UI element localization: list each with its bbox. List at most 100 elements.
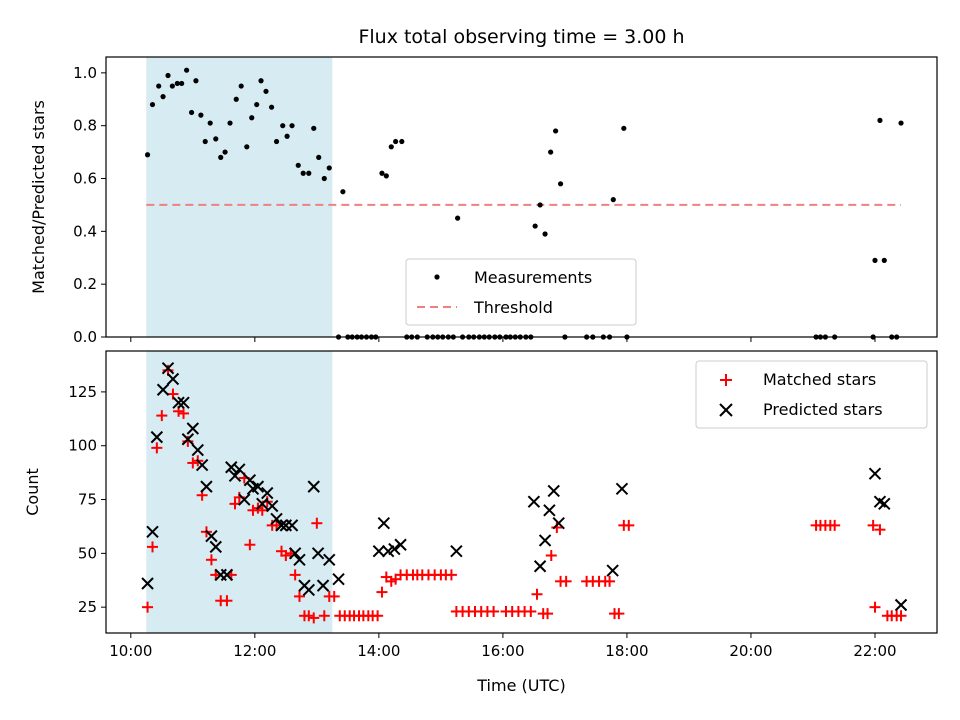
measurement-point [258,78,264,84]
measurement-point [542,231,548,237]
legend-label-matched: Matched stars [763,370,876,389]
measurement-point [273,138,280,145]
predicted-star-point [388,542,401,556]
measurement-point [316,154,322,160]
predicted-star-point [225,461,238,474]
predicted-star-point [302,583,315,597]
top-plot-frame [105,56,938,338]
top-x-ticks [130,337,876,342]
x-axis-label: Time (UTC) [476,676,565,695]
predicted-star-point [316,579,330,592]
predicted-star-point [209,540,222,554]
bottom-legend-box [695,360,928,429]
matched-star-point [293,590,305,602]
predicted-star-point [538,534,552,547]
measurement-point [227,120,233,126]
measurement-point [238,83,244,89]
matched-star-point [328,590,340,602]
matched-star-point [308,612,320,624]
bottom-panel: 25 50 75 100 125 10:00 12:00 14:00 16:00 18:00 20… [23,350,938,695]
measurement-point [881,257,887,263]
measurement-point [321,175,327,182]
predicted-star-point [161,362,175,375]
predicted-star-point [156,383,170,396]
matched-star-point [244,539,256,551]
measurement-point [193,78,199,84]
x-tick-label: 20:00 [729,642,772,660]
measurement-point [169,83,175,89]
predicted-star-point [177,396,190,409]
predicted-star-point [228,469,242,483]
predicted-star-point [547,484,560,498]
measurement-point [326,165,332,171]
predicted-star-point [195,458,209,472]
predicted-star-point [332,572,345,586]
predicted-star-point [256,497,269,511]
measurement-point [383,173,389,179]
measurement-point [213,136,219,142]
predicted-star-point [372,544,386,558]
predicted-star-point [878,497,891,511]
predicted-star-point [377,517,391,530]
predicted-star-point [533,560,547,573]
measurement-point [289,123,295,129]
matched-star-point [531,588,543,600]
predicted-star-point [265,499,279,513]
measurement-point [184,67,190,73]
top-y-tick-label: 1.0 [73,64,97,82]
predicted-star-point [293,553,306,567]
matched-star-point [147,541,159,553]
bottom-y-ticks: 25 50 75 100 125 [68,383,106,616]
bottom-y-axis-label: Count [23,468,42,516]
predicted-star-point [552,517,565,530]
predicted-star-point [186,422,200,435]
predicted-star-point [275,519,288,532]
measurement-point [455,215,461,221]
legend-label-predicted: Predicted stars [763,400,883,419]
matched-star-point [874,524,886,536]
predicted-star-point [288,547,302,560]
predicted-star-point [270,512,283,526]
x-tick-label: 10:00 [109,642,152,660]
predicted-star-points [141,362,908,612]
predicted-star-point [606,564,619,577]
predicted-star-point [311,547,325,560]
predicted-star-point [251,480,265,493]
chart-title: Flux total observing time = 3.00 h [358,26,684,48]
matched-star-point [525,605,537,617]
measurement-point [610,197,616,203]
x-tick-label: 18:00 [605,642,648,660]
predicted-star-point [243,473,257,487]
measurement-point [300,170,306,176]
matched-star-point [869,601,881,613]
matched-star-point [488,605,500,617]
measurement-point [284,133,290,139]
matched-star-point [151,442,163,454]
predicted-star-point [141,577,154,590]
measurement-point [263,88,269,94]
predicted-star-point [150,430,164,444]
legend-marker-measurements [434,274,440,280]
bottom-legend: Matched stars Predicted stars [695,360,928,429]
legend-marker-matched [720,374,732,386]
legend-marker-predicted [719,403,733,417]
measurement-point [872,257,878,263]
predicted-star-point [166,372,180,386]
matched-star-point [623,519,635,531]
matched-star-point [542,608,554,620]
predicted-star-point [181,433,195,446]
measurement-point [222,149,228,155]
bottom-x-ticks: 10:00 12:00 14:00 16:00 18:00 20:00 22:00 [109,633,897,660]
measurement-point [165,72,171,79]
matched-star-point [205,554,217,566]
measurement-point [156,83,162,89]
predicted-star-point [200,480,213,493]
bottom-y-tick-label: 50 [78,544,97,562]
top-y-tick-label: 0.8 [73,117,97,135]
matched-star-point [280,550,292,562]
bottom-y-tick-label: 100 [68,437,97,455]
top-panel: 0.0 0.2 0.4 0.6 0.8 1.0 Flux total observing … [29,26,938,346]
matched-star-point [256,504,268,516]
bottom-y-tick-label: 75 [78,491,97,509]
measurement-point [218,154,224,160]
